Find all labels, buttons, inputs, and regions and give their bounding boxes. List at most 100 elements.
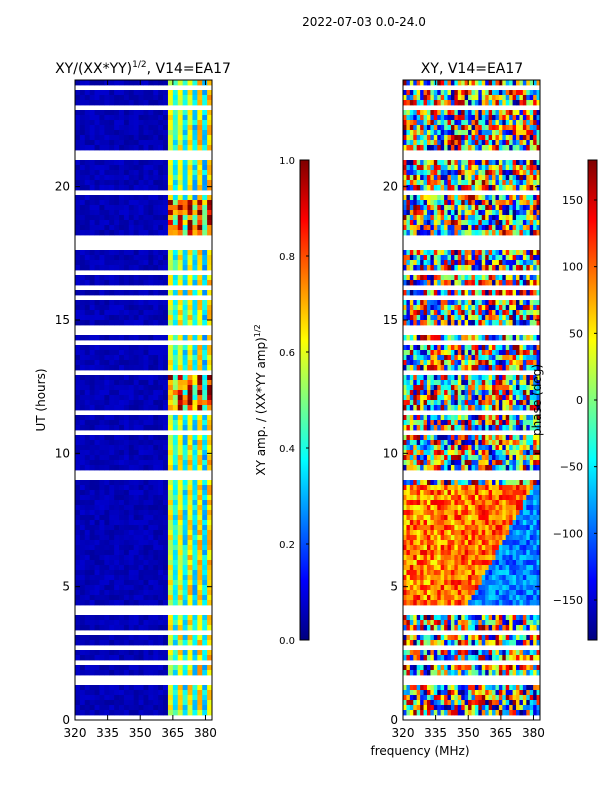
heatmap-cell bbox=[128, 455, 135, 461]
heatmap-cell bbox=[89, 415, 95, 421]
heatmap-cell bbox=[197, 145, 203, 151]
heatmap-cell bbox=[79, 200, 86, 206]
heatmap-cell bbox=[447, 110, 452, 116]
heatmap-cell bbox=[75, 455, 81, 461]
heatmap-cell bbox=[138, 425, 144, 431]
heatmap-cell bbox=[416, 100, 421, 106]
heatmap-cell bbox=[409, 115, 414, 121]
heatmap-cell bbox=[536, 115, 541, 121]
heatmap-cell bbox=[437, 210, 442, 216]
heatmap-cell bbox=[413, 185, 418, 191]
heatmap-cell bbox=[197, 290, 203, 296]
heatmap-cell bbox=[133, 540, 139, 546]
heatmap-cell bbox=[167, 560, 174, 566]
heatmap-cell bbox=[172, 135, 179, 141]
heatmap-cell bbox=[481, 165, 486, 171]
heatmap-cell bbox=[148, 95, 154, 101]
heatmap-cell bbox=[495, 320, 500, 326]
heatmap-cell bbox=[409, 380, 414, 386]
heatmap-cell bbox=[478, 130, 483, 136]
heatmap-cell bbox=[478, 145, 483, 151]
heatmap-cell bbox=[471, 310, 476, 316]
heatmap-cell bbox=[182, 250, 188, 256]
heatmap-cell bbox=[516, 255, 520, 261]
heatmap-cell bbox=[79, 520, 86, 526]
heatmap-cell bbox=[495, 225, 500, 231]
heatmap-cell bbox=[119, 320, 125, 326]
heatmap-cell bbox=[526, 215, 531, 221]
heatmap-cell bbox=[202, 625, 208, 631]
heatmap-cell bbox=[114, 570, 120, 576]
heatmap-cell bbox=[148, 210, 154, 216]
heatmap-cell bbox=[406, 280, 411, 286]
heatmap-cell bbox=[529, 405, 534, 411]
heatmap-cell bbox=[158, 590, 164, 596]
heatmap-cell bbox=[75, 390, 81, 396]
heatmap-cell bbox=[485, 215, 490, 221]
heatmap-cell bbox=[440, 290, 445, 296]
heatmap-cell bbox=[119, 110, 125, 116]
heatmap-cell bbox=[423, 145, 428, 151]
heatmap-cell bbox=[192, 495, 198, 501]
heatmap-cell bbox=[143, 95, 149, 101]
heatmap-cell bbox=[148, 570, 154, 576]
heatmap-cell bbox=[99, 670, 105, 676]
heatmap-cell bbox=[485, 420, 490, 426]
heatmap-cell bbox=[430, 350, 435, 356]
heatmap-cell bbox=[89, 495, 95, 501]
heatmap-cell bbox=[177, 665, 184, 671]
heatmap-cell bbox=[420, 165, 424, 171]
heatmap-cell bbox=[207, 435, 213, 441]
heatmap-cell bbox=[509, 395, 513, 401]
heatmap-cell bbox=[89, 615, 95, 621]
heatmap-cell bbox=[498, 365, 503, 371]
heatmap-cell bbox=[420, 345, 424, 351]
heatmap-cell bbox=[536, 95, 541, 101]
heatmap-cell bbox=[79, 695, 86, 701]
heatmap-cell bbox=[192, 500, 198, 506]
heatmap-cell bbox=[167, 365, 174, 371]
heatmap-cell bbox=[158, 365, 164, 371]
heatmap-cell bbox=[104, 695, 110, 701]
heatmap-cell bbox=[177, 685, 184, 691]
heatmap-cell bbox=[148, 165, 154, 171]
heatmap-cell bbox=[533, 80, 537, 86]
heatmap-cell bbox=[84, 520, 91, 526]
heatmap-cell bbox=[202, 120, 208, 126]
heatmap-cell bbox=[163, 255, 169, 261]
heatmap-cell bbox=[488, 130, 493, 136]
heatmap-cell bbox=[84, 350, 91, 356]
heatmap-cell bbox=[94, 390, 100, 396]
heatmap-cell bbox=[163, 615, 169, 621]
heatmap-cell bbox=[536, 90, 541, 96]
heatmap-cell bbox=[207, 695, 213, 701]
heatmap-cell bbox=[138, 525, 144, 531]
heatmap-cell bbox=[192, 170, 198, 176]
heatmap-cell bbox=[197, 400, 203, 406]
heatmap-cell bbox=[485, 175, 490, 181]
heatmap-cell bbox=[437, 355, 442, 361]
heatmap-cell bbox=[94, 275, 100, 281]
heatmap-cell bbox=[207, 685, 213, 691]
heatmap-cell bbox=[167, 450, 174, 456]
heatmap-cell bbox=[182, 455, 188, 461]
heatmap-cell bbox=[516, 100, 520, 106]
heatmap-cell bbox=[104, 575, 110, 581]
heatmap-cell bbox=[492, 125, 496, 131]
heatmap-cell bbox=[474, 220, 479, 226]
heatmap-cell bbox=[488, 220, 493, 226]
heatmap-cell bbox=[505, 215, 510, 221]
heatmap-cell bbox=[423, 250, 428, 256]
colorbar-tick-label: 1.0 bbox=[279, 156, 295, 167]
heatmap-cell bbox=[492, 185, 496, 191]
heatmap-cell bbox=[474, 225, 479, 231]
heatmap-cell bbox=[148, 115, 154, 121]
heatmap-cell bbox=[128, 655, 135, 661]
heatmap-cell bbox=[119, 690, 125, 696]
heatmap-cell bbox=[158, 110, 164, 116]
heatmap-cell bbox=[114, 390, 120, 396]
heatmap-cell bbox=[109, 310, 115, 316]
heatmap-cell bbox=[94, 695, 100, 701]
heatmap-cell bbox=[172, 580, 179, 586]
heatmap-cell bbox=[94, 180, 100, 186]
